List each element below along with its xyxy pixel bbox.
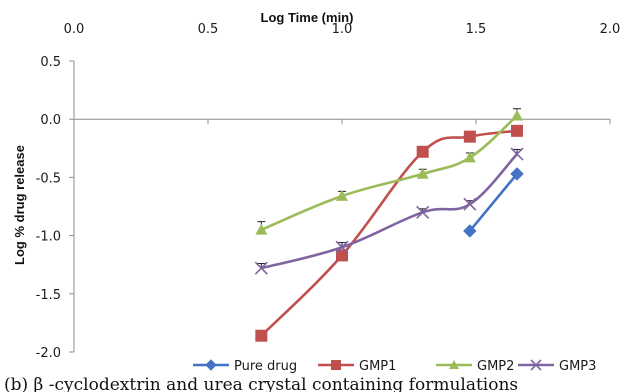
figure-caption: (b) β -cyclodextrin and urea crystal con… [4,375,519,392]
legend-label: Pure drug [234,359,297,374]
y-axis-title: Log % drug release [12,145,27,265]
marker-stroke [463,197,477,211]
marker-stroke [254,261,268,275]
legend-marker [449,360,459,369]
legend-marker [205,359,217,371]
legend-label: GMP1 [359,359,396,374]
data-point-gmp3 [335,240,349,254]
legend-marker [530,359,542,371]
x-tick-label: 0.0 [64,22,85,37]
data-point-gmp1 [255,329,268,342]
data-point-gmp1 [336,249,348,262]
data-point-gmp1 [463,130,476,143]
data-point-gmp3 [254,261,268,275]
marker-stroke [530,359,542,371]
data-point-gmp2 [463,151,476,163]
data-point-gmp1 [416,145,429,158]
y-tick-label: 0.0 [40,113,61,128]
y-tick-label: -0.5 [36,171,61,186]
legend-item-gmp2: GMP2 [436,359,514,374]
marker-stroke [510,147,524,161]
series-line-gmp2 [260,114,518,231]
legend-marker [331,360,341,370]
data-point-gmp1 [511,124,524,137]
x-tick-label: 1.5 [466,22,487,37]
x-tick-label: 2.0 [600,22,621,37]
x-tick-label: 1.0 [332,22,353,37]
data-point-gmp2 [336,190,348,201]
data-point-pure-drug [510,167,524,181]
legend-item-pure-drug: Pure drug [193,359,297,374]
marker-stroke [416,205,430,219]
legend-item-gmp3: GMP3 [518,359,596,374]
series-gmp2 [255,108,524,235]
series-pure-drug [463,167,524,238]
data-point-gmp2 [255,223,268,235]
data-point-gmp3 [510,147,524,161]
y-tick-label: -1.0 [36,230,61,245]
data-point-gmp3 [463,197,477,211]
series-line-gmp1 [260,129,518,337]
chart-legend: Pure drug GMP1 GMP2 GMP3 [193,359,596,374]
data-point-gmp2 [511,109,524,121]
series-gmp3 [254,147,524,275]
x-tick-label: 0.5 [198,22,219,37]
y-tick-label: -1.5 [36,288,61,303]
y-tick-label: 0.5 [40,55,61,70]
legend-label: GMP2 [477,359,514,374]
x-axis-title: Log Time (min) [261,10,354,25]
data-point-pure-drug [463,224,477,238]
legend-label: GMP3 [559,359,596,374]
y-tick-label: -2.0 [36,346,61,361]
marker-stroke [335,240,349,254]
legend-item-gmp1: GMP1 [318,359,396,374]
data-point-gmp3 [416,205,430,219]
series-gmp1 [255,124,524,342]
data-point-gmp2 [416,167,429,179]
series-line-gmp3 [261,153,518,270]
